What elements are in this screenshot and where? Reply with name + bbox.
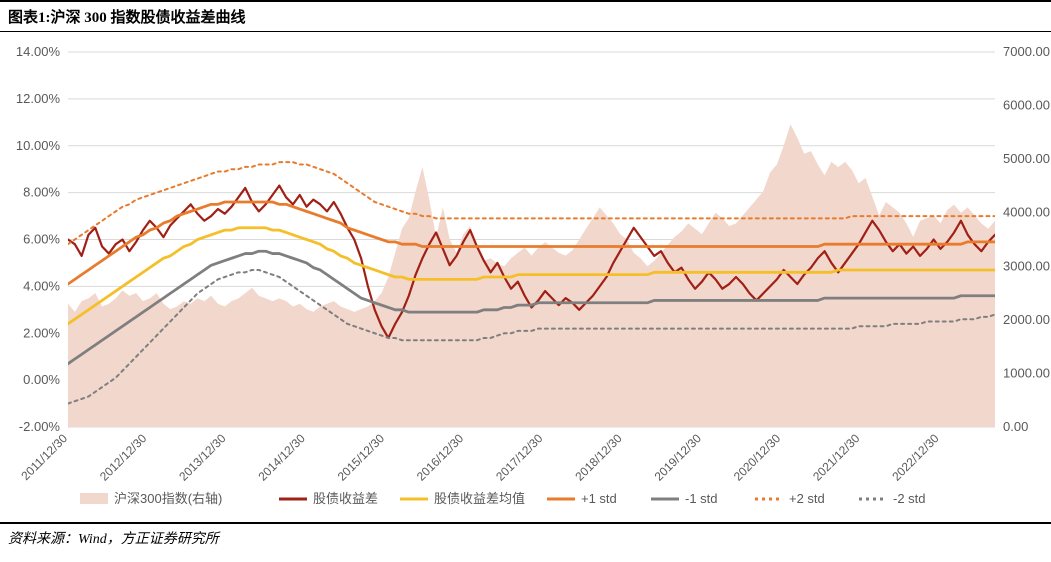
svg-text:1000.00: 1000.00: [1003, 365, 1050, 380]
svg-text:0.00: 0.00: [1003, 419, 1028, 434]
svg-text:6000.00: 6000.00: [1003, 98, 1050, 113]
svg-text:-2 std: -2 std: [893, 491, 926, 506]
svg-text:2.00%: 2.00%: [23, 325, 60, 340]
svg-text:6.00%: 6.00%: [23, 232, 60, 247]
svg-text:14.00%: 14.00%: [16, 44, 61, 59]
svg-text:7000.00: 7000.00: [1003, 44, 1050, 59]
chart-svg: -2.00% 0.00% 2.00% 4.00% 6.00% 8.00% 10.00% 12.…: [0, 32, 1051, 522]
source-text: 资料来源：Wind，方正证券研究所: [0, 522, 1051, 552]
svg-text:股债收益差均值: 股债收益差均值: [434, 491, 525, 506]
chart-area: -2.00% 0.00% 2.00% 4.00% 6.00% 8.00% 10.00% 12.…: [0, 32, 1051, 522]
svg-text:-2.00%: -2.00%: [19, 419, 61, 434]
svg-text:12.00%: 12.00%: [16, 91, 61, 106]
svg-text:0.00%: 0.00%: [23, 372, 60, 387]
svg-text:4.00%: 4.00%: [23, 278, 60, 293]
svg-text:-1 std: -1 std: [685, 491, 718, 506]
svg-text:股债收益差: 股债收益差: [313, 491, 378, 506]
svg-text:2000.00: 2000.00: [1003, 312, 1050, 327]
svg-text:10.00%: 10.00%: [16, 138, 61, 153]
svg-text:沪深300指数(右轴): 沪深300指数(右轴): [114, 491, 222, 506]
svg-text:3000.00: 3000.00: [1003, 258, 1050, 273]
svg-text:8.00%: 8.00%: [23, 185, 60, 200]
svg-text:5000.00: 5000.00: [1003, 151, 1050, 166]
svg-text:+1 std: +1 std: [581, 491, 617, 506]
figure-container: 图表1:沪深 300 指数股债收益差曲线 -2.00% 0.00% 2.00% 4.0…: [0, 0, 1051, 562]
svg-text:4000.00: 4000.00: [1003, 205, 1050, 220]
svg-text:+2 std: +2 std: [789, 491, 825, 506]
chart-title: 图表1:沪深 300 指数股债收益差曲线: [0, 0, 1051, 32]
